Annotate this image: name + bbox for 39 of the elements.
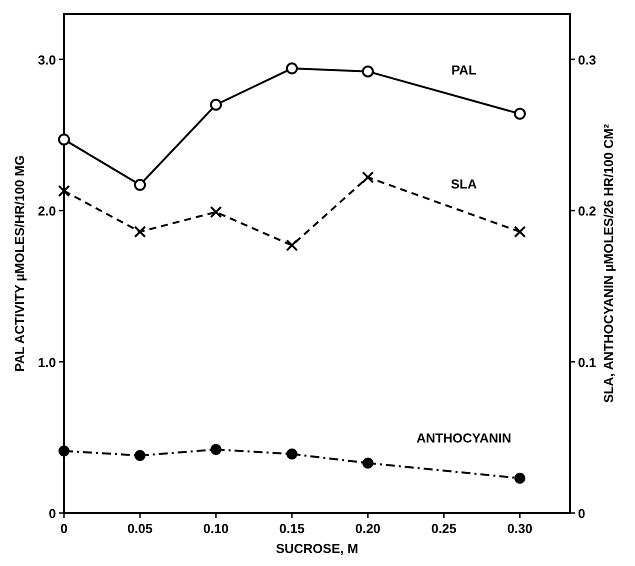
x-axis-title: SUCROSE, M [276,541,358,556]
y-tick-label: 2.0 [38,204,56,219]
point [210,206,222,218]
y2-tick-label: 0.2 [578,204,596,219]
point [362,65,374,78]
point [58,134,70,146]
x-tick-label: 0.20 [355,521,381,536]
y-tick-label: 0 [48,506,56,521]
point [134,450,146,462]
point [362,171,374,184]
x-tick-label: 0.30 [507,521,533,536]
point [286,239,298,252]
series-label: ANTHOCYANIN [416,430,512,446]
y2-axis-title: SLA, ANTHOCYANIN µMOLES/26 HR/100 CM² [601,123,616,403]
y2-tick-label: 0 [578,506,586,521]
point [514,226,526,238]
y-tick-label: 1.0 [38,354,56,370]
point [514,472,526,484]
point [58,184,70,197]
point [58,446,70,457]
point [514,108,526,120]
x-tick-label: 0 [60,521,68,536]
x-tick-label: 0.25 [431,521,457,536]
y-tick-label: 3.0 [38,52,56,68]
x-tick-label: 0.15 [279,521,305,536]
x-tick-label: 0.10 [203,521,229,536]
y2-tick-label: 0.3 [578,52,596,68]
point [134,178,146,191]
x-tick-label: 0.05 [127,521,153,536]
point [286,448,298,460]
series-label: PAL [451,62,476,78]
y2-tick-label: 0.1 [578,354,596,370]
point [134,226,146,238]
y-axis-title: PAL ACTIVITY µMOLES/HR/100 MG [12,155,27,372]
point [210,98,222,111]
series-label: SLA [450,176,478,192]
point [286,62,298,74]
point [210,444,222,455]
point [362,458,374,469]
